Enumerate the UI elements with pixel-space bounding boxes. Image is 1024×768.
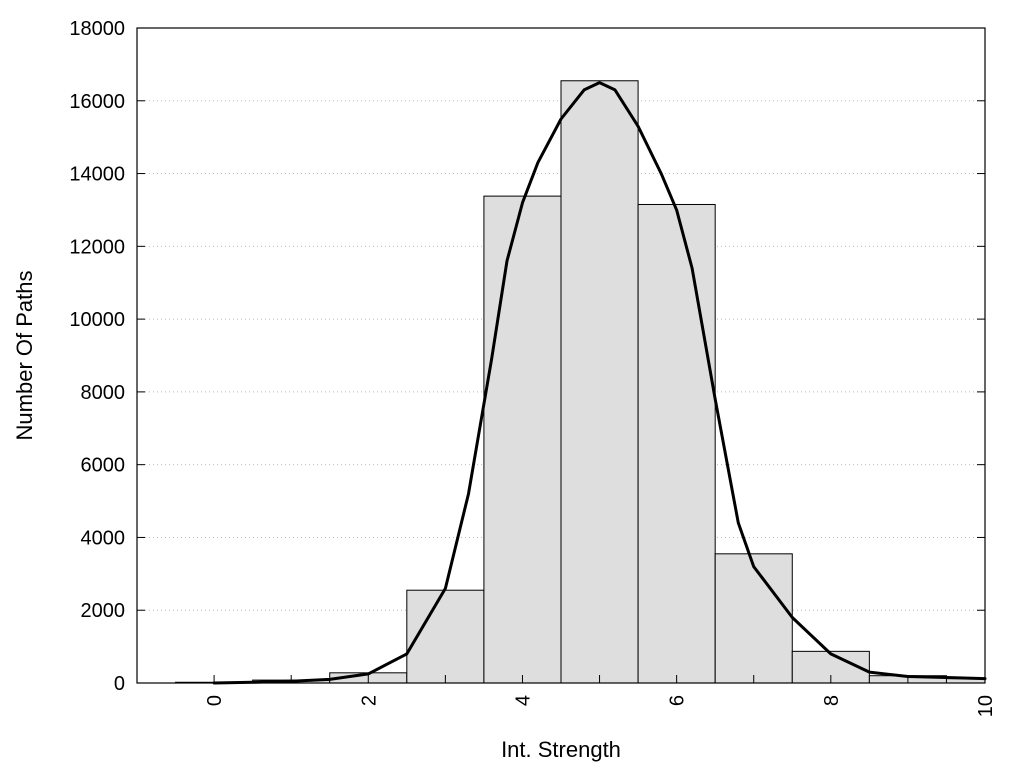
bar-4 — [483, 195, 562, 684]
bar-6 — [637, 203, 716, 684]
x-tick-label-0: 0 — [204, 695, 226, 706]
bar-5 — [560, 80, 639, 684]
y-tick-label-2: 4000 — [81, 527, 126, 549]
y-tick-label-3: 6000 — [81, 455, 126, 477]
fit-curve — [212, 81, 987, 685]
y-tick-label-7: 14000 — [69, 164, 125, 186]
axis-ticks — [137, 27, 986, 684]
y-tick-labels: 0 2000 4000 6000 8000 10000 12000 14000 16000 180… — [69, 18, 125, 695]
x-axis-label: Int. Strength — [501, 737, 621, 762]
y-tick-label-5: 10000 — [69, 309, 125, 331]
y-axis-label: Number Of Paths — [12, 271, 37, 441]
y-tick-label-8: 16000 — [69, 91, 125, 113]
plot-frame — [136, 27, 986, 684]
y-tick-label-9: 18000 — [69, 18, 125, 40]
x-tick-label-3: 6 — [667, 695, 689, 706]
x-tick-label-5: 10 — [975, 695, 997, 717]
x-tick-label-2: 4 — [512, 695, 534, 706]
y-tick-label-6: 12000 — [69, 236, 125, 258]
y-tick-label-1: 2000 — [81, 600, 126, 622]
y-tick-label-0: 0 — [114, 673, 125, 695]
histogram-bars — [175, 80, 986, 684]
x-tick-labels: 0 2 4 6 8 10 — [204, 695, 997, 717]
x-tick-label-4: 8 — [821, 695, 843, 706]
y-tick-label-4: 8000 — [81, 382, 126, 404]
bar-7 — [714, 553, 793, 684]
x-tick-label-1: 2 — [358, 695, 380, 706]
